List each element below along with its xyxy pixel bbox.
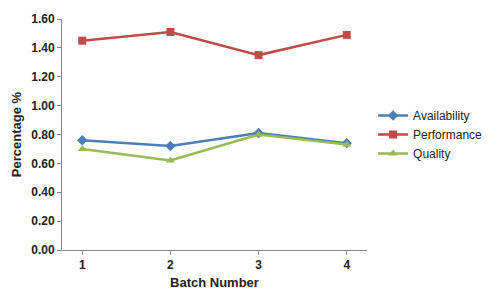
svg-text:Percentage %: Percentage % (9, 91, 24, 177)
svg-text:4: 4 (343, 258, 350, 272)
svg-text:3: 3 (255, 258, 262, 272)
svg-text:1.20: 1.20 (31, 70, 55, 84)
svg-text:Availability: Availability (413, 109, 469, 123)
svg-text:1.40: 1.40 (31, 41, 55, 55)
svg-text:Performance: Performance (413, 128, 482, 142)
svg-text:0.00: 0.00 (31, 243, 55, 257)
svg-text:0.40: 0.40 (31, 185, 55, 199)
svg-text:0.20: 0.20 (31, 214, 55, 228)
svg-text:Batch Number: Batch Number (170, 275, 259, 290)
svg-text:0.60: 0.60 (31, 157, 55, 171)
svg-text:Quality: Quality (413, 147, 450, 161)
svg-text:1.00: 1.00 (31, 99, 55, 113)
svg-text:1.60: 1.60 (31, 12, 55, 26)
svg-text:0.80: 0.80 (31, 128, 55, 142)
svg-text:1: 1 (79, 258, 86, 272)
svg-text:2: 2 (167, 258, 174, 272)
